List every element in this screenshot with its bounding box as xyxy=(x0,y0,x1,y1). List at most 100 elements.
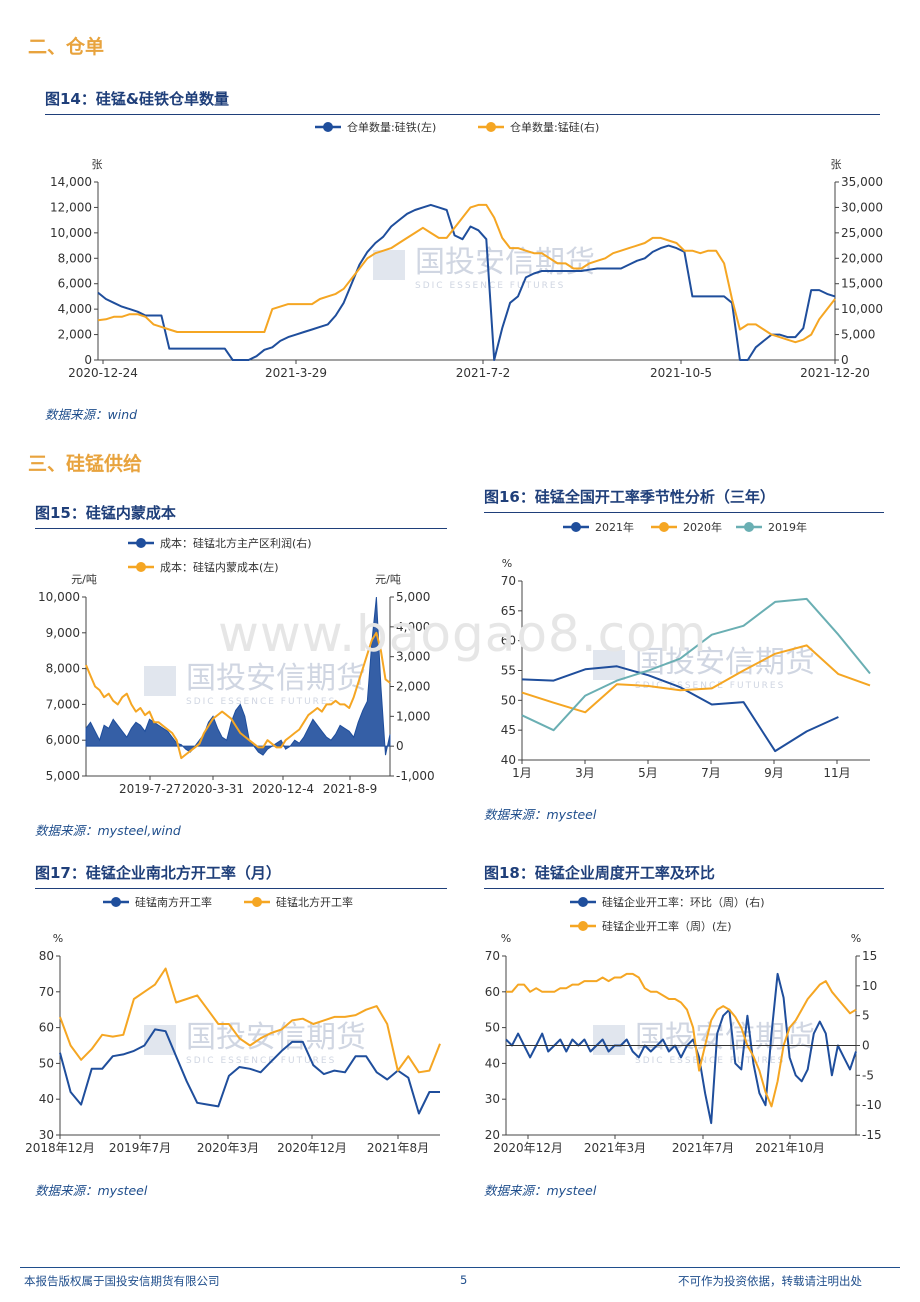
x-tick-label: 1月 xyxy=(512,766,532,780)
y-tick-label-left: 60 xyxy=(485,985,500,999)
fig17-title: 图17：硅锰企业南北方开工率（月） xyxy=(35,862,447,889)
series-line-0 xyxy=(521,665,839,753)
x-tick-label: 2021年3月 xyxy=(584,1141,646,1155)
series-line-0 xyxy=(505,972,857,1125)
fig18-source: 数据来源：mysteel xyxy=(484,1183,597,1198)
y-tick-label-right: 5,000 xyxy=(841,328,875,342)
y-tick-label-left: 8,000 xyxy=(58,251,92,265)
y-tick-label-right: 0 xyxy=(841,353,849,367)
legend-marker-0 xyxy=(111,897,121,907)
y-tick-label-left: 8,000 xyxy=(46,662,80,676)
watermark-text: 国投安信期货 xyxy=(635,1020,815,1055)
fig18-title: 图18：硅锰企业周度开工率及环比 xyxy=(484,862,884,889)
y-tick-label-right: 35,000 xyxy=(841,175,883,189)
y-tick-label-left: 40 xyxy=(501,753,516,767)
x-tick-label: 2020年12月 xyxy=(277,1141,347,1155)
section-title-warehouse: 二、仓单 xyxy=(28,36,105,58)
y-tick-label-right: 5 xyxy=(862,1009,870,1023)
y-tick-label-right: 10,000 xyxy=(841,302,883,316)
y-tick-label-right: -5 xyxy=(862,1068,874,1082)
legend-label-1: 成本：硅锰内蒙成本(左) xyxy=(160,560,279,574)
legend-label-0: 硅锰南方开工率 xyxy=(135,895,212,909)
series-line-2 xyxy=(521,597,871,732)
footer-copyright: 本报告版权属于国投安信期货有限公司 xyxy=(24,1274,220,1288)
legend-marker-1 xyxy=(578,921,588,931)
y-tick-label-left: 60 xyxy=(501,634,516,648)
footer-divider xyxy=(20,1267,900,1268)
section-title-supply: 三、硅锰供给 xyxy=(28,453,143,475)
legend-label-0: 硅锰企业开工率：环比（周）(右) xyxy=(602,895,765,909)
watermark-logo-icon xyxy=(593,650,625,680)
y-tick-label-left: 80 xyxy=(39,949,54,963)
legend-label-1: 硅锰企业开工率（周）(左) xyxy=(602,919,732,933)
watermark-logo-icon xyxy=(373,250,405,280)
fig15-source: 数据来源：mysteel,wind xyxy=(35,823,181,838)
y-tick-label-right: -10 xyxy=(862,1098,882,1112)
legend-marker-1 xyxy=(659,522,669,532)
y-tick-label-left: 50 xyxy=(501,693,516,707)
x-tick-label: 2021年8月 xyxy=(367,1141,429,1155)
legend-label-1: 仓单数量:锰硅(右) xyxy=(510,120,599,134)
y-tick-label-right: 25,000 xyxy=(841,226,883,240)
footer-page-number: 5 xyxy=(460,1273,468,1287)
legend-marker-1 xyxy=(486,122,496,132)
watermark-logo-icon xyxy=(144,666,176,696)
series-line-1 xyxy=(506,972,857,1108)
y-unit-right: % xyxy=(851,932,861,945)
y-unit-left: 元/吨 xyxy=(71,573,97,586)
y-tick-label-left: 0 xyxy=(84,353,92,367)
y-tick-label-right: 5,000 xyxy=(396,590,430,604)
legend-label-0: 仓单数量:硅铁(左) xyxy=(347,120,436,134)
y-tick-label-left: 4,000 xyxy=(58,302,92,316)
y-tick-label-left: 30 xyxy=(39,1128,54,1142)
y-tick-label-right: 30,000 xyxy=(841,200,883,214)
legend-label-1: 2020年 xyxy=(683,520,722,534)
y-tick-label-left: 2,000 xyxy=(58,328,92,342)
series-line-1 xyxy=(97,203,836,344)
y-tick-label-right: 0 xyxy=(396,739,404,753)
x-tick-label: 2018年12月 xyxy=(25,1141,95,1155)
legend-marker-1 xyxy=(252,897,262,907)
y-tick-label-left: 40 xyxy=(485,1056,500,1070)
x-tick-label: 2021年10月 xyxy=(755,1141,825,1155)
y-tick-label-left: 60 xyxy=(39,1021,54,1035)
x-tick-label: 2020-3-31 xyxy=(182,782,244,796)
y-tick-label-left: 70 xyxy=(39,985,54,999)
fig16-source: 数据来源：mysteel xyxy=(484,807,597,822)
y-tick-label-right: -1,000 xyxy=(396,769,435,783)
watermark-english: SDIC ESSENCE FUTURES xyxy=(186,697,336,707)
x-tick-label: 2020-12-24 xyxy=(68,366,138,380)
x-tick-label: 9月 xyxy=(764,766,784,780)
y-tick-label-right: 2,000 xyxy=(396,680,430,694)
y-tick-label-right: 3,000 xyxy=(396,650,430,664)
legend-marker-1 xyxy=(136,562,146,572)
x-tick-label: 2021-12-20 xyxy=(800,366,870,380)
y-unit-right: 张 xyxy=(831,158,842,171)
fig14-source: 数据来源：wind xyxy=(45,407,138,422)
watermark-text: 国投安信期货 xyxy=(186,661,366,696)
x-tick-label: 5月 xyxy=(638,766,658,780)
series-line-1 xyxy=(59,967,441,1074)
watermark-text: 国投安信期货 xyxy=(186,1020,366,1055)
series-line-1 xyxy=(85,631,391,760)
y-tick-label-left: 10,000 xyxy=(50,226,92,240)
legend-label-2: 2019年 xyxy=(768,520,807,534)
y-tick-label-left: 6,000 xyxy=(46,733,80,747)
x-tick-label: 3月 xyxy=(575,766,595,780)
y-tick-label-left: 5,000 xyxy=(46,769,80,783)
y-tick-label-right: 10 xyxy=(862,979,877,993)
y-tick-label-left: 70 xyxy=(501,574,516,588)
y-tick-label-right: 1,000 xyxy=(396,709,430,723)
y-tick-label-left: 40 xyxy=(39,1092,54,1106)
y-unit-left: % xyxy=(53,932,63,945)
footer-disclaimer: 不可作为投资依据，转载请注明出处 xyxy=(678,1274,862,1288)
y-unit-left: 张 xyxy=(92,158,103,171)
y-tick-label-right: 0 xyxy=(862,1039,870,1053)
x-tick-label: 2021-7-2 xyxy=(456,366,510,380)
y-tick-label-left: 10,000 xyxy=(38,590,80,604)
y-tick-label-left: 30 xyxy=(485,1092,500,1106)
y-unit-right: 元/吨 xyxy=(375,573,401,586)
